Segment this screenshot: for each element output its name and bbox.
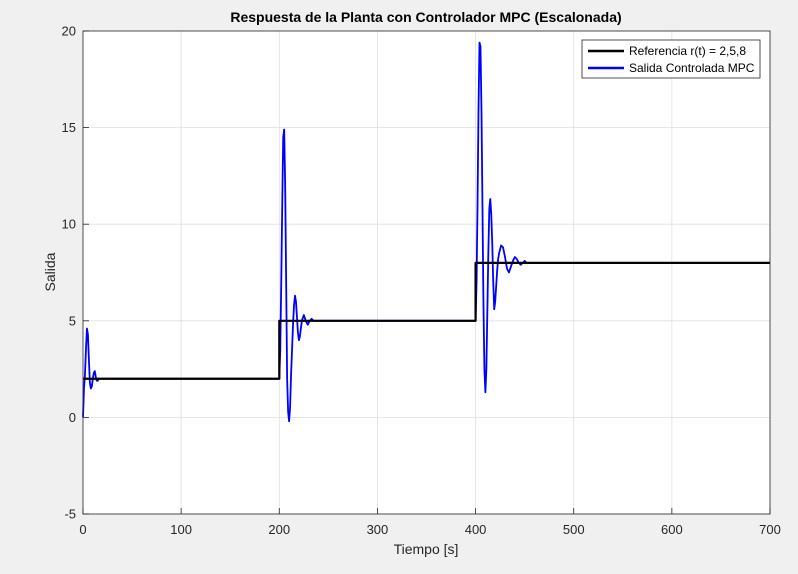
series-line-referencia [83, 261, 770, 380]
y-tick-label: 10 [62, 217, 76, 232]
x-tick-label: 200 [268, 522, 290, 537]
y-axis-label: Salida [42, 252, 58, 291]
x-tick-label: 100 [170, 522, 192, 537]
x-tick-label: 300 [367, 522, 389, 537]
x-tick-label: 700 [759, 522, 781, 537]
x-tick-label: 600 [661, 522, 683, 537]
series-layer [82, 41, 770, 423]
x-axis: 0 100 200 300 400 500 600 700 [79, 508, 781, 537]
x-axis-label: Tiempo [s] [394, 541, 459, 557]
x-tick-label: 500 [563, 522, 585, 537]
chart-title: Respuesta de la Planta con Controlador M… [230, 9, 621, 25]
y-tick-label: 15 [62, 120, 76, 135]
legend[interactable]: Referencia r(t) = 2,5,8 Salida Controlad… [581, 39, 761, 79]
x-tick-label: 0 [79, 522, 86, 537]
y-axis: -5 0 5 10 15 20 [62, 24, 89, 522]
y-tick-label: -5 [64, 507, 76, 522]
legend-box [581, 39, 761, 79]
y-tick-label: 0 [69, 410, 76, 425]
y-tick-label: 5 [69, 313, 76, 328]
legend-label-salida: Salida Controlada MPC [629, 61, 755, 75]
axes-box [82, 30, 771, 515]
legend-label-referencia: Referencia r(t) = 2,5,8 [629, 44, 746, 58]
x-tick-label: 400 [465, 522, 487, 537]
axes-background [83, 31, 770, 514]
y-tick-label: 20 [62, 24, 76, 39]
